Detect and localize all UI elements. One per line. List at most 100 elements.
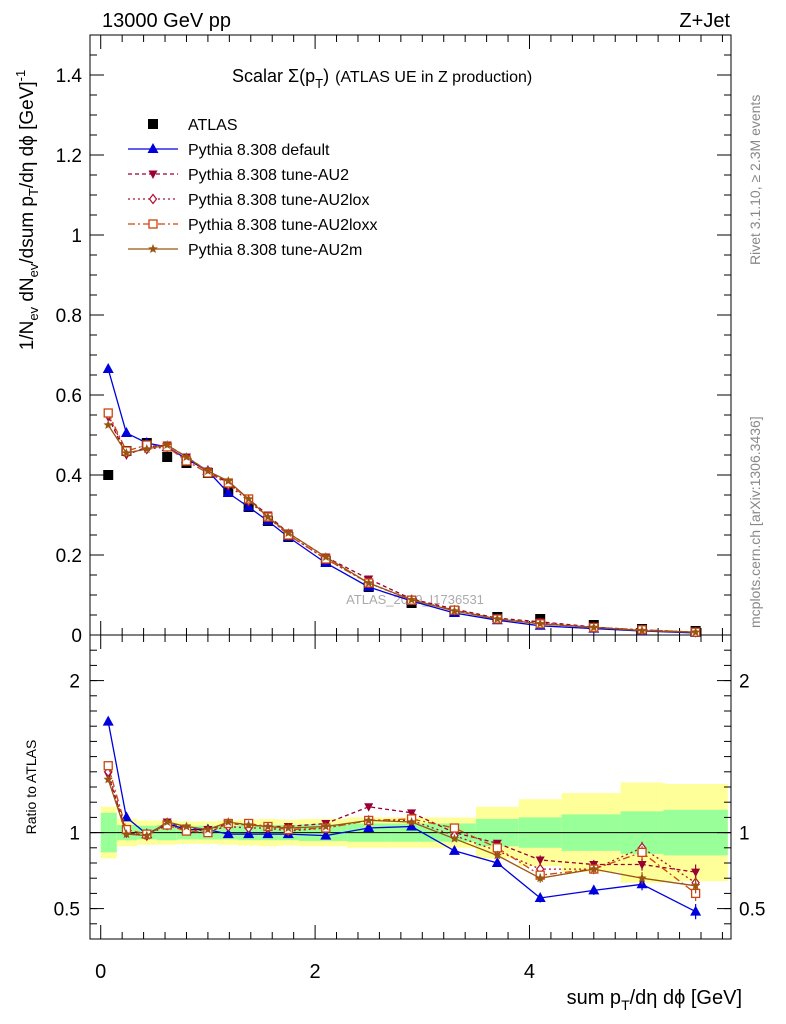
ratio-point-default [222, 828, 234, 839]
ratio-point-au2m [637, 873, 647, 883]
point-au2m [535, 618, 545, 628]
x-tick-label: 4 [524, 961, 535, 983]
legend-marker [148, 193, 158, 205]
main-series-layer [102, 363, 702, 638]
svg-text:Ratio to ATLAS: Ratio to ATLAS [23, 740, 39, 835]
legend-item-au2m: Pythia 8.308 tune-AU2m [128, 242, 362, 259]
point-default [222, 487, 234, 497]
svg-text:mcplots.cern.ch [arXiv:1306.34: mcplots.cern.ch [arXiv:1306.3436] [747, 416, 763, 628]
point-au2m [162, 440, 172, 449]
ratio-y-tick-label: 1 [69, 824, 80, 845]
ratio-point-default [690, 905, 702, 916]
ratio-point-au2 [535, 856, 545, 865]
ratio-point-au2 [637, 861, 647, 870]
ratio-y-tick-label: 0.5 [54, 900, 80, 921]
point-au2m [121, 448, 132, 457]
ratio-point-default [320, 829, 332, 840]
ratio-point-au2m [321, 821, 331, 831]
point-au2m [181, 452, 192, 461]
ratio-point-au2m [162, 817, 172, 826]
ratio-point-au2m [243, 820, 254, 829]
ratio-point-default [448, 844, 460, 855]
ratio-point-default [588, 884, 600, 895]
ratio-point-au2loxx [637, 847, 647, 858]
point-au2loxx [103, 408, 113, 418]
ratio-point-au2m [283, 823, 294, 833]
ratio-point-default [491, 857, 503, 867]
legend-item-au2: Pythia 8.308 tune-AU2 [128, 167, 349, 184]
ratio-point-au2m [449, 833, 460, 843]
y-tick-label: 0.2 [56, 546, 82, 567]
point-au2m [406, 594, 417, 604]
y-tick-label: 1.2 [56, 146, 82, 167]
x-tick-label: 0 [95, 961, 106, 983]
main-panel-frame [89, 34, 732, 636]
point-au2m [203, 466, 213, 475]
legend-label: Pythia 8.308 tune-AU2lox [188, 192, 369, 209]
ratio-y-tick-label-right: 2 [739, 672, 750, 693]
point-data [103, 470, 114, 480]
ratio-point-au2m [142, 830, 152, 840]
ratio-point-au2m [363, 815, 374, 825]
y-tick-label: 0.6 [56, 386, 82, 407]
legend-item-default: Pythia 8.308 default [128, 142, 330, 159]
svg-text:1/Nev dNev/dsum pT/dη dϕ [GeV]: 1/Nev dNev/dsum pT/dη dϕ [GeV]-1 [13, 70, 41, 351]
point-au2m [283, 528, 294, 537]
ratio-point-default [102, 715, 114, 726]
legend-label: Pythia 8.308 tune-AU2 [188, 167, 349, 184]
legend-item-au2lox: Pythia 8.308 tune-AU2lox [128, 192, 369, 209]
ratio-point-au2 [407, 809, 417, 818]
ratio-point-au2m [263, 821, 273, 831]
ratio-point-au2m [535, 873, 545, 883]
y-tick-label: 0.8 [56, 306, 82, 327]
y-tick-label: 0.4 [56, 466, 83, 487]
legend-label: Pythia 8.308 default [188, 142, 330, 159]
title-close: ) [323, 66, 329, 86]
point-default [102, 363, 114, 373]
ratio-point-au2loxx [103, 761, 113, 771]
ratio-point-au2m [492, 850, 503, 860]
title-sub: T [315, 76, 323, 91]
legend-label: Pythia 8.308 tune-AU2m [188, 242, 362, 259]
legend-item-au2loxx: Pythia 8.308 tune-AU2loxx [128, 217, 377, 234]
x-tick-label: 2 [310, 961, 321, 983]
ratio-y-tick-label-right: 0.5 [739, 900, 765, 921]
title-tail: (ATLAS UE in Z production) [335, 69, 532, 86]
point-data [162, 452, 173, 462]
side-label-rivet: Rivet 3.1.10, ≥ 2.3M events [747, 95, 763, 265]
point-au2m [363, 578, 374, 587]
legend-marker [148, 170, 158, 179]
ratio-point-au2m [121, 829, 132, 839]
ratio-point-au2m [223, 817, 233, 826]
legend-label: Pythia 8.308 tune-AU2loxx [188, 217, 377, 234]
header-left: 13000 GeV pp [102, 10, 231, 32]
title-main: Scalar Σ(p [232, 66, 315, 86]
point-au2m [449, 606, 460, 615]
ratio-point-au2m [589, 864, 599, 874]
ratio-series-au2m [103, 774, 701, 894]
x-axis-title: sum pT/dη dϕ [GeV] [567, 987, 742, 1013]
ratio-y-tick-label: 2 [69, 672, 80, 693]
legend-marker [148, 219, 158, 229]
legend-label: ATLAS [188, 117, 238, 134]
legend-item-data: ATLAS [148, 117, 238, 134]
point-au2m [690, 627, 701, 637]
axis-ticks: 0 0.2 0.4 0.6 0.8 1 1.2 1.4 0 2 4 0.5 0.5 1 1 2 2 [54, 34, 765, 983]
y-tick-label: 1.4 [56, 66, 83, 87]
legend: ATLAS Pythia 8.308 default Pythia 8.308 tu… [128, 117, 377, 259]
series-au2m [103, 420, 701, 637]
ratio-point-au2m [690, 880, 701, 890]
legend-marker [147, 143, 159, 153]
ratio-point-au2loxx [449, 823, 460, 833]
ratio-point-au2m [203, 824, 213, 834]
point-au2m [263, 512, 273, 521]
legend-marker [148, 119, 158, 129]
point-au2m [103, 420, 113, 429]
point-au2m [589, 622, 599, 632]
plot-title: Scalar Σ(pT) (ATLAS UE in Z production) [232, 66, 532, 91]
point-au2m [637, 625, 647, 635]
point-au2m [492, 614, 503, 623]
ratio-point-au2m [181, 821, 192, 831]
side-label-mcplots: mcplots.cern.ch [arXiv:1306.3436] [747, 416, 763, 628]
